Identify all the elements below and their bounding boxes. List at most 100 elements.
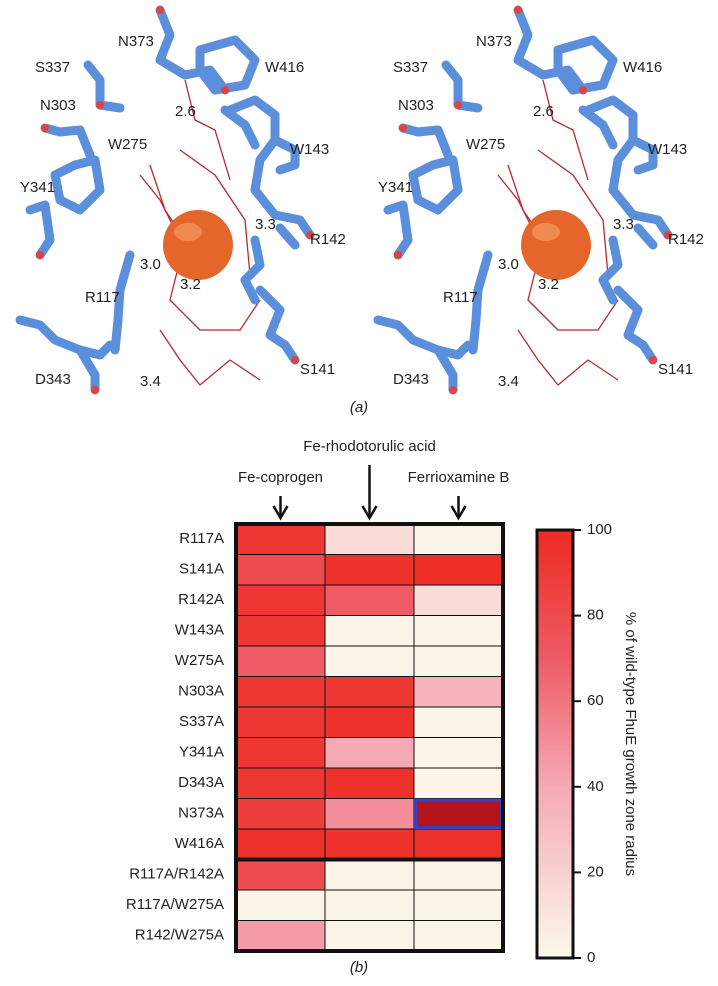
residue-stick <box>373 315 473 360</box>
residue-stick <box>155 5 230 95</box>
heatmap-cell <box>324 645 415 677</box>
residue-stick <box>598 235 623 305</box>
row-label: W416A <box>175 835 224 852</box>
heatmap-cell <box>413 828 504 860</box>
residue-stick <box>513 5 588 95</box>
heatmap-cell <box>235 920 326 952</box>
distance-label: 3.3 <box>255 216 276 233</box>
residue-label: N373 <box>118 33 154 50</box>
atom-tip <box>579 86 587 94</box>
residue-stick <box>608 185 673 240</box>
distance-label: 2.6 <box>533 103 554 120</box>
residue-stick <box>110 250 135 355</box>
residue-stick <box>40 123 95 160</box>
residue-label: W143 <box>648 141 687 158</box>
heatmap-frame <box>234 522 505 953</box>
residue-stick <box>220 105 260 150</box>
iron-atom <box>521 210 591 280</box>
row-label: R142/W275A <box>135 927 224 944</box>
atom-tip <box>649 356 657 364</box>
iron-atom <box>163 210 233 280</box>
ligand-bond <box>537 149 609 276</box>
residue-stick <box>15 315 115 360</box>
residue-stick <box>553 35 618 95</box>
residue-stick <box>433 345 458 395</box>
residue-label: R142 <box>310 231 346 248</box>
heatmap-cell <box>235 676 326 708</box>
atom-tip <box>514 6 522 14</box>
heatmap-cell <box>413 645 504 677</box>
residue-stick <box>83 60 125 113</box>
heatmap-cell <box>413 676 504 708</box>
residue-stick <box>441 60 483 113</box>
residue-label: W275 <box>108 136 147 153</box>
column-label: Ferrioxamine B <box>408 469 510 486</box>
row-label: W275A <box>175 652 224 669</box>
heatmap-cell <box>324 706 415 738</box>
heatmap-cell <box>324 554 415 586</box>
colorbar-tick-label: 40 <box>587 778 604 795</box>
residue-stick <box>398 123 453 160</box>
molecule-view: N373 S337 W416 N303 2.6 W275 W143 Y341 R142 3.3 3.… <box>15 5 346 395</box>
residue-stick <box>583 95 638 195</box>
residue-stick <box>628 135 658 175</box>
heatmap-cell <box>413 706 504 738</box>
residue-label: N303 <box>398 97 434 114</box>
residue-stick <box>75 345 100 395</box>
heatmap-cell <box>235 706 326 738</box>
atom-tip <box>156 6 164 14</box>
heatmap-cell <box>413 889 504 921</box>
heatmap-cell <box>413 615 504 647</box>
panel-caption: (a) <box>350 399 368 416</box>
row-label: R117A <box>179 530 224 547</box>
heatmap-cell <box>235 615 326 647</box>
residue-label: S337 <box>35 59 70 76</box>
iron-highlight <box>532 223 560 241</box>
colorbar-tick-label: 0 <box>587 949 595 966</box>
heatmap-cell <box>324 828 415 860</box>
residue-label: W416 <box>623 59 662 76</box>
heatmap-cell <box>324 889 415 921</box>
heatmap-cell <box>413 523 504 555</box>
row-label: R117A/R142A <box>129 866 224 883</box>
row-label: S141A <box>179 561 224 578</box>
atom-tip <box>291 356 299 364</box>
distance-label: 3.3 <box>613 216 634 233</box>
residue-stick <box>240 235 265 305</box>
atom-tip <box>454 101 462 109</box>
residue-label: W416 <box>265 59 304 76</box>
atom-tip <box>41 124 49 132</box>
residue-stick <box>255 285 300 365</box>
distance-label: 3.0 <box>498 256 519 273</box>
residue-stick <box>578 105 618 150</box>
row-label: R117A/W275A <box>126 896 224 913</box>
colorbar <box>535 528 575 960</box>
residue-stick <box>633 223 658 250</box>
heatmap-cell <box>324 584 415 616</box>
residue-label: S337 <box>393 59 428 76</box>
heatmap-cell <box>413 767 504 799</box>
residue-stick <box>270 135 300 175</box>
colorbar-tick-label: 20 <box>587 863 604 880</box>
heatmap-cell <box>235 767 326 799</box>
row-label: N373A <box>178 805 224 822</box>
colorbar-label: % of wild-type FhuE growth zone radius <box>622 612 639 876</box>
ligand-bond <box>542 79 589 181</box>
residue-label: W143 <box>290 141 329 158</box>
residue-stick <box>25 200 55 260</box>
arrow-head <box>361 505 378 521</box>
column-label: Fe-coprogen <box>238 469 323 486</box>
iron-highlight <box>174 223 202 241</box>
heatmap-cell <box>324 859 415 891</box>
heatmap-cell <box>235 737 326 769</box>
residue-label: Y341 <box>20 179 55 196</box>
row-label: W143A <box>175 622 224 639</box>
ligand-bond <box>179 149 251 276</box>
heatmap-cell <box>235 859 326 891</box>
residue-stick <box>50 155 105 215</box>
atom-tip <box>664 231 672 239</box>
distance-label: 3.4 <box>140 373 161 390</box>
residue-label: Y341 <box>378 179 413 196</box>
heatmap-cell <box>235 554 326 586</box>
residue-label: W275 <box>466 136 505 153</box>
